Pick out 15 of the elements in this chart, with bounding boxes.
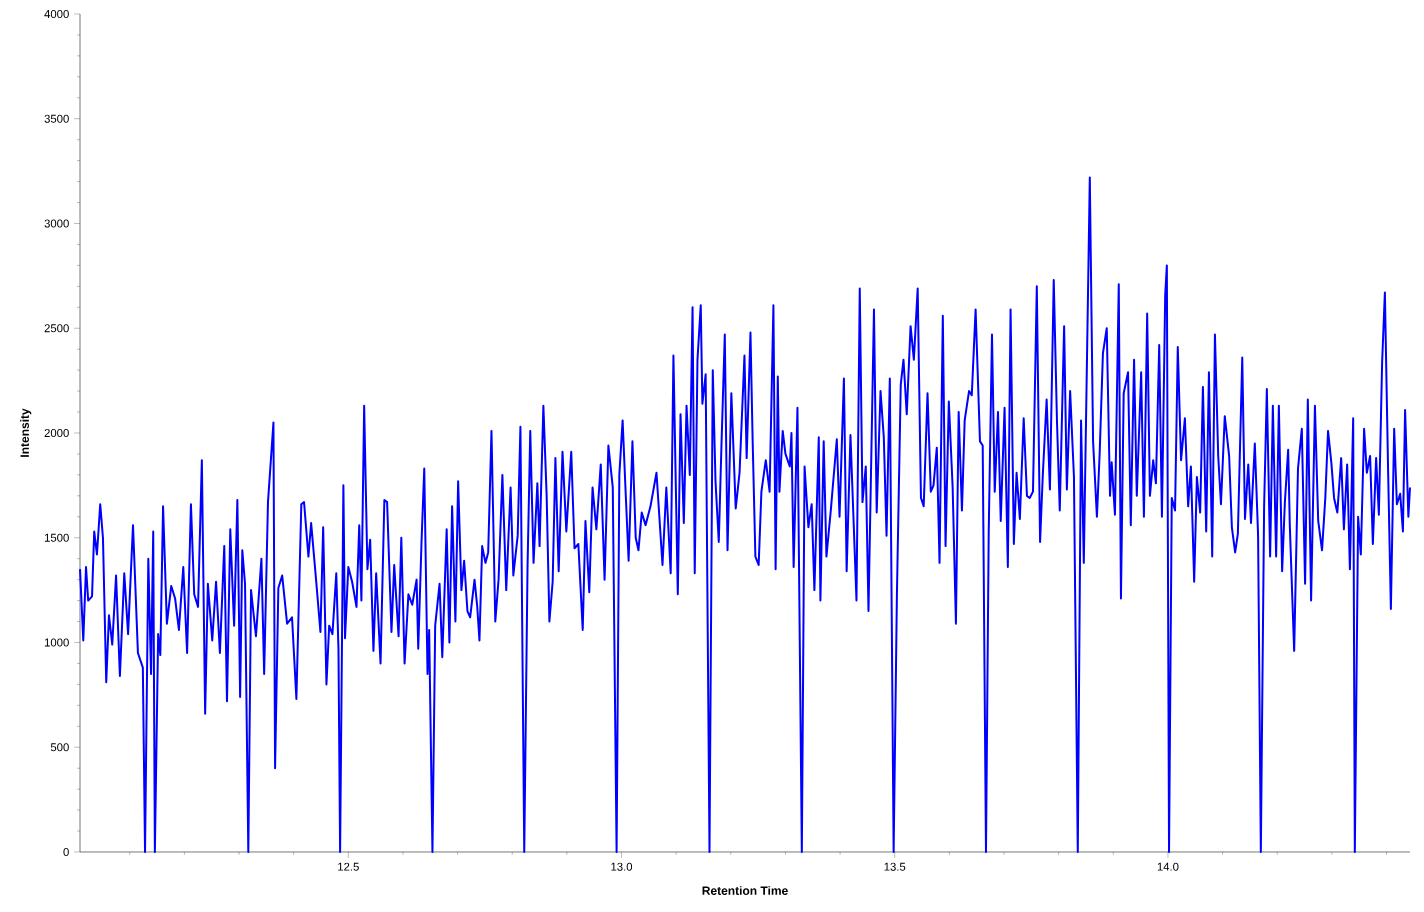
y-tick-label: 1500 xyxy=(44,533,69,542)
y-tick-label: 2500 xyxy=(44,324,69,333)
x-axis-title: Retention Time xyxy=(702,886,788,895)
y-tick-label: 3000 xyxy=(44,219,69,228)
y-tick-label: 1000 xyxy=(44,638,69,647)
x-tick-label: 13.0 xyxy=(611,862,633,871)
y-tick-label: 3500 xyxy=(44,114,69,123)
y-tick-label: 500 xyxy=(50,743,69,752)
x-tick-label: 12.5 xyxy=(338,862,359,871)
x-tick-label: 14.0 xyxy=(1157,862,1179,871)
x-tick-label: 13.5 xyxy=(884,862,906,871)
y-tick-label: 2000 xyxy=(44,428,69,437)
y-tick-label: 0 xyxy=(63,847,69,856)
y-axis-title: Intensity xyxy=(20,408,32,457)
y-tick-label: 4000 xyxy=(44,9,69,18)
